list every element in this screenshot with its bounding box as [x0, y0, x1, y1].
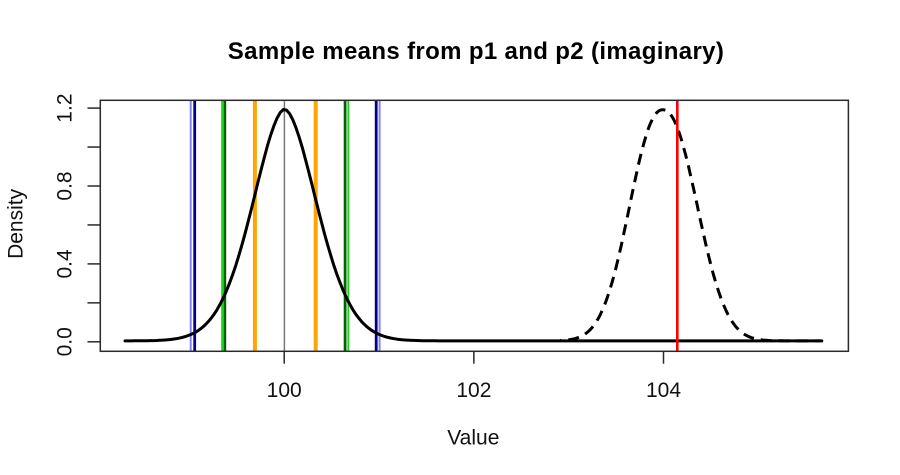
svg-text:0.4: 0.4: [53, 249, 76, 279]
svg-text:0.0: 0.0: [53, 327, 76, 356]
svg-text:0.8: 0.8: [53, 171, 76, 200]
svg-text:Value: Value: [447, 427, 499, 450]
svg-text:Density: Density: [5, 188, 28, 259]
svg-text:1.2: 1.2: [53, 93, 76, 122]
svg-text:Sample means from p1 and p2 (i: Sample means from p1 and p2 (imaginary): [228, 38, 724, 65]
svg-text:100: 100: [267, 379, 302, 402]
svg-text:104: 104: [646, 379, 681, 402]
svg-text:102: 102: [456, 379, 491, 402]
